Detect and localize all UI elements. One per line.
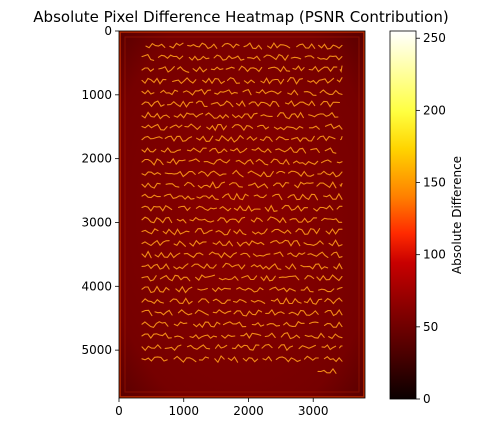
handwriting-line <box>141 285 343 294</box>
handwriting-line <box>141 65 343 73</box>
y-tick-label: 3000 <box>81 215 112 229</box>
colorbar-axis: 0 50 100 150 200 250 <box>416 31 446 406</box>
heatmap-image <box>119 31 365 398</box>
handwriting-line <box>141 239 343 247</box>
handwriting-line <box>141 77 343 85</box>
heatmap-background <box>119 31 365 398</box>
handwriting-line <box>141 192 343 201</box>
x-tick-label: 0 <box>115 404 123 418</box>
handwriting-line <box>141 100 341 108</box>
y-tick-label: 2000 <box>81 152 112 166</box>
colorbar-tick-label: 100 <box>423 248 446 262</box>
chart-title: Absolute Pixel Difference Heatmap (PSNR … <box>33 8 448 26</box>
handwriting-line <box>141 169 343 178</box>
y-tick-label: 5000 <box>81 343 112 357</box>
colorbar-tick-label: 150 <box>423 176 446 190</box>
colorbar-tick-label: 0 <box>423 392 431 406</box>
y-tick-label: 4000 <box>81 279 112 293</box>
x-tick-label: 1000 <box>168 404 199 418</box>
handwriting-line <box>141 308 343 317</box>
handwriting-line <box>141 146 337 154</box>
handwriting-strokes <box>141 42 343 374</box>
heatmap-border-glow <box>119 31 365 398</box>
y-tick-label: 0 <box>104 24 112 38</box>
colorbar-tick-label: 50 <box>423 320 438 334</box>
handwriting-line <box>141 262 343 270</box>
handwriting-line <box>141 355 343 364</box>
handwriting-line <box>141 228 343 236</box>
y-axis: 0 1000 2000 3000 4000 5000 <box>81 24 119 357</box>
handwriting-line <box>141 53 343 62</box>
heatmap-border-inner <box>124 36 360 393</box>
colorbar-label: Absolute Difference <box>450 156 464 274</box>
handwriting-line <box>317 367 337 374</box>
handwriting-line <box>141 123 343 132</box>
x-axis: 0 1000 2000 3000 <box>115 398 328 418</box>
handwriting-line <box>141 134 343 143</box>
axes-frame <box>118 30 366 399</box>
handwriting-line <box>141 157 343 166</box>
y-tick-label: 1000 <box>81 88 112 102</box>
handwriting-line <box>141 343 343 352</box>
handwriting-line <box>141 204 343 213</box>
handwriting-line <box>141 297 343 305</box>
handwriting-line <box>141 250 343 259</box>
colorbar-tick-label: 250 <box>423 31 446 45</box>
handwriting-line <box>141 274 343 282</box>
x-tick-label: 2000 <box>233 404 264 418</box>
handwriting-line <box>141 332 343 340</box>
handwriting-line <box>141 320 343 329</box>
colorbar-tick-label: 200 <box>423 103 446 117</box>
x-tick-label: 3000 <box>298 404 329 418</box>
colorbar <box>389 30 417 400</box>
handwriting-line <box>141 111 339 120</box>
handwriting-line <box>141 216 343 224</box>
handwriting-line <box>145 42 343 50</box>
handwriting-line <box>141 88 343 96</box>
handwriting-line <box>141 181 343 189</box>
